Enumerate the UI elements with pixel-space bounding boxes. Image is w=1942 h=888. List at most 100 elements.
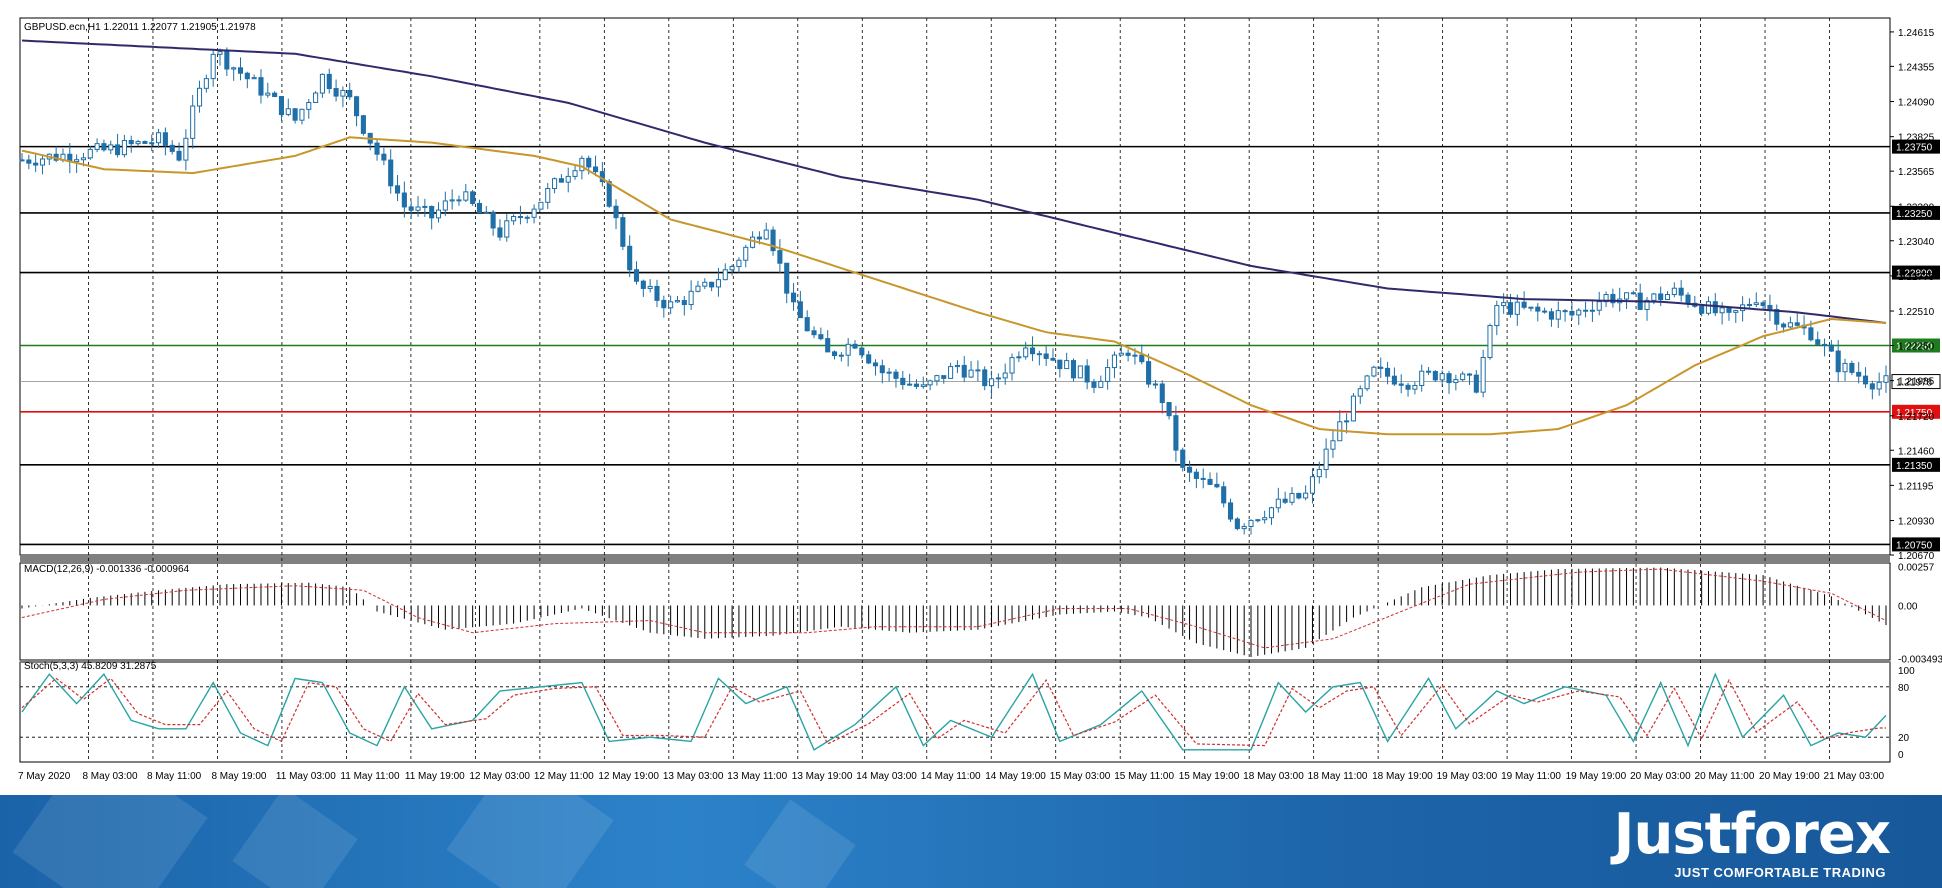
candle-body [1070,360,1077,379]
brand-banner: Justforex JUST COMFORTABLE TRADING [0,795,1942,888]
price-tick-label: 1.23825 [1898,133,1935,144]
candle-body [1862,375,1869,385]
price-tick-label: 1.21460 [1898,446,1935,457]
candle-body [258,77,264,96]
macd-tick-label: 0.00 [1898,601,1918,612]
current-price-label: 1.21978 [1896,378,1933,389]
candle-body [695,285,701,292]
candle-body [442,200,448,211]
candle-body [1856,371,1862,377]
candle-body [1118,352,1124,356]
candle-body [866,354,872,364]
macd-tick-label: 0.00257 [1898,562,1935,573]
candle-body [333,88,339,97]
candle-body [750,236,756,248]
level-tag [1892,537,1940,552]
candle-body [1077,365,1083,379]
candle-body [1098,380,1104,388]
stoch-header: Stoch(5,3,3) 45.8209 31.2875 [24,661,157,672]
candle-body [1002,372,1008,379]
candle-body [1815,339,1821,345]
candle-body [538,201,544,210]
candle-body [640,280,646,289]
time-label: 15 May 03:00 [1050,771,1111,782]
candle-body [128,140,134,145]
candle-body [1835,350,1841,373]
candle-body [1152,383,1158,386]
candle-body [1159,383,1165,404]
candle-body [1323,448,1329,471]
candle-body [203,78,209,89]
time-label: 14 May 19:00 [985,771,1046,782]
level-tag [1892,457,1940,472]
candle-body [435,209,442,219]
candle-body [1275,498,1281,509]
time-label: 19 May 03:00 [1437,771,1498,782]
moving-averages [21,39,1887,436]
time-label: 11 May 03:00 [276,771,336,782]
candle-body [620,217,626,247]
candle-body [1391,375,1397,385]
candle-body [1227,502,1234,520]
candle-body [674,300,681,303]
time-label: 13 May 03:00 [663,771,724,782]
candle-body [1733,310,1739,313]
time-label: 12 May 11:00 [534,771,594,782]
price-tick-label: 1.20670 [1898,551,1935,562]
candle-body [1207,478,1213,485]
candle-body [825,338,831,353]
candle-body [1487,325,1493,359]
current-price-tag [1891,374,1941,390]
level-label: 1.23750 [1896,143,1933,154]
candle-body [934,375,940,382]
candle-body [449,199,455,202]
candle-body [1446,373,1452,384]
candle-body [1664,294,1671,301]
candle-body [1241,525,1247,530]
candle-body [1849,362,1855,373]
candle-body [394,185,401,194]
time-label: 18 May 11:00 [1308,771,1368,782]
candle-body [1671,287,1677,296]
candle-body [1514,301,1520,315]
price-tick-label: 1.20930 [1898,517,1935,528]
candle-body [251,77,257,80]
candle-body [558,178,564,183]
candle-body [907,383,913,386]
candle-body [729,266,735,271]
candle-body [545,188,551,203]
candle-body [1425,370,1432,373]
candle-body [1398,383,1404,386]
candle-body [1084,365,1090,383]
candle-body [552,178,558,190]
candle-body [790,292,797,303]
candle-body [989,378,995,387]
stoch-signal-line [21,677,1886,747]
candle-body [1808,327,1814,341]
candle-body [108,144,114,151]
candle-body [784,262,790,294]
candle-body [1507,302,1514,315]
candle-body [1644,299,1650,310]
candle-body [94,143,100,150]
time-label: 18 May 19:00 [1372,771,1433,782]
stoch-main-line [21,672,1887,751]
candle-body [1412,384,1418,390]
candle-body [415,206,421,211]
candle-body [1357,388,1363,397]
candle-body [162,132,168,146]
candle-body [1548,311,1554,320]
candle-body [613,205,619,219]
candle-body [941,375,947,379]
candle-body [1029,347,1036,355]
candle-body [1726,307,1732,313]
candle-body [210,53,216,80]
level-tag [1892,205,1940,220]
candle-body [1610,293,1616,304]
candle-body [490,211,496,229]
candle-body [647,285,653,289]
candle-body [1303,492,1309,499]
candle-body [456,199,462,202]
candle-body [927,380,933,386]
candle-body [961,364,967,378]
